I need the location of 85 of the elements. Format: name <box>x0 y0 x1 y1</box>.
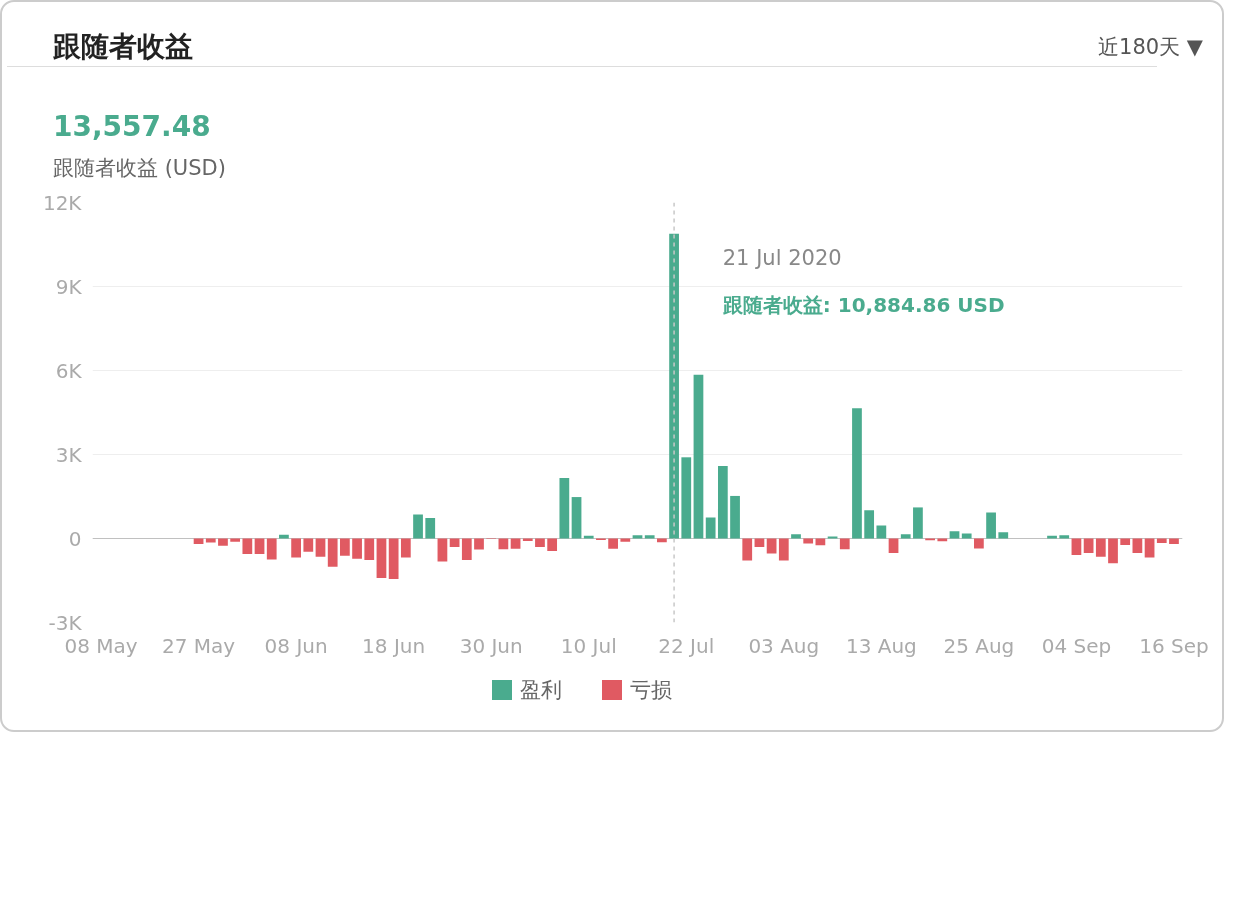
bar <box>1120 538 1131 545</box>
legend-label: 盈利 <box>520 677 562 704</box>
x-tick-label: 10 Jul <box>560 633 617 658</box>
y-tick-label: 3K <box>55 442 83 467</box>
x-tick-label: 25 Aug <box>943 633 1015 658</box>
bar <box>986 512 996 539</box>
bar <box>230 538 241 542</box>
bar <box>425 518 436 539</box>
bar <box>961 533 972 539</box>
bar <box>388 538 399 580</box>
bar <box>1059 535 1070 539</box>
legend-label: 亏损 <box>630 677 672 704</box>
bar <box>1169 538 1179 545</box>
bar <box>400 538 411 558</box>
bar <box>900 534 911 539</box>
y-tick-label: 6K <box>55 358 83 383</box>
bar <box>474 538 484 550</box>
bar <box>413 514 423 539</box>
bar <box>571 497 582 539</box>
y-tick-label: -3K <box>48 610 83 635</box>
bar <box>559 478 570 539</box>
bar <box>803 538 814 544</box>
text: 跟随者收益 (USD) <box>53 155 226 182</box>
annotation: 跟随者收益: 10,884.86 USD <box>721 293 1005 318</box>
x-tick-label: 16 Sep <box>1139 633 1209 658</box>
bar <box>254 538 265 554</box>
bar <box>949 531 960 539</box>
bar <box>608 538 618 549</box>
bar <box>839 538 850 550</box>
bar <box>913 507 923 539</box>
x-tick-label: 08 May <box>64 633 138 658</box>
bar <box>315 538 326 557</box>
bar <box>242 538 253 554</box>
bar <box>1144 538 1155 558</box>
bar <box>279 534 289 539</box>
bar <box>218 538 228 546</box>
bar <box>766 538 777 554</box>
bar <box>364 538 375 561</box>
bar <box>778 538 789 561</box>
bar <box>705 517 716 539</box>
text: 13,557.48 <box>53 109 212 145</box>
x-tick-label: 18 Jun <box>362 633 426 658</box>
bar <box>998 532 1009 539</box>
bar <box>376 538 387 578</box>
x-tick-label: 04 Sep <box>1041 633 1112 658</box>
bar <box>1108 538 1118 564</box>
bar <box>644 535 655 539</box>
bar <box>1156 538 1167 543</box>
bar <box>742 538 753 561</box>
bar <box>266 538 277 560</box>
y-tick-label: 0 <box>68 526 82 551</box>
bar <box>669 233 679 539</box>
bar <box>693 374 704 539</box>
x-tick-label: 03 Aug <box>748 633 820 658</box>
y-tick-label: 9K <box>55 274 83 299</box>
bar <box>461 538 472 561</box>
bar <box>730 495 740 539</box>
bar <box>547 538 558 552</box>
x-tick-label: 30 Jun <box>459 633 523 658</box>
bar <box>864 510 875 539</box>
bar <box>291 538 301 558</box>
bar <box>340 538 350 556</box>
bar <box>974 538 984 549</box>
bar <box>620 538 631 542</box>
y-tick-label: 12K <box>42 190 83 215</box>
bar <box>352 538 362 559</box>
bar <box>791 534 801 539</box>
bar <box>327 538 338 567</box>
bar <box>583 535 594 539</box>
bar <box>535 538 545 547</box>
x-tick-label: 13 Aug <box>845 633 917 658</box>
x-tick-label: 27 May <box>162 633 236 658</box>
x-tick-label: 22 Jul <box>658 633 715 658</box>
bar <box>717 465 728 539</box>
bar <box>681 457 692 539</box>
chart-title: 跟随者收益 <box>53 29 193 65</box>
annotation: 21 Jul 2020 <box>722 246 842 271</box>
bar <box>876 525 887 539</box>
bar <box>1047 535 1057 539</box>
x-tick-label: 08 Jun <box>264 633 328 658</box>
bar <box>632 535 643 539</box>
bar <box>1095 538 1106 557</box>
text: 近180天 ▼ <box>1098 34 1203 61</box>
bar <box>852 408 862 539</box>
bar <box>303 538 314 552</box>
